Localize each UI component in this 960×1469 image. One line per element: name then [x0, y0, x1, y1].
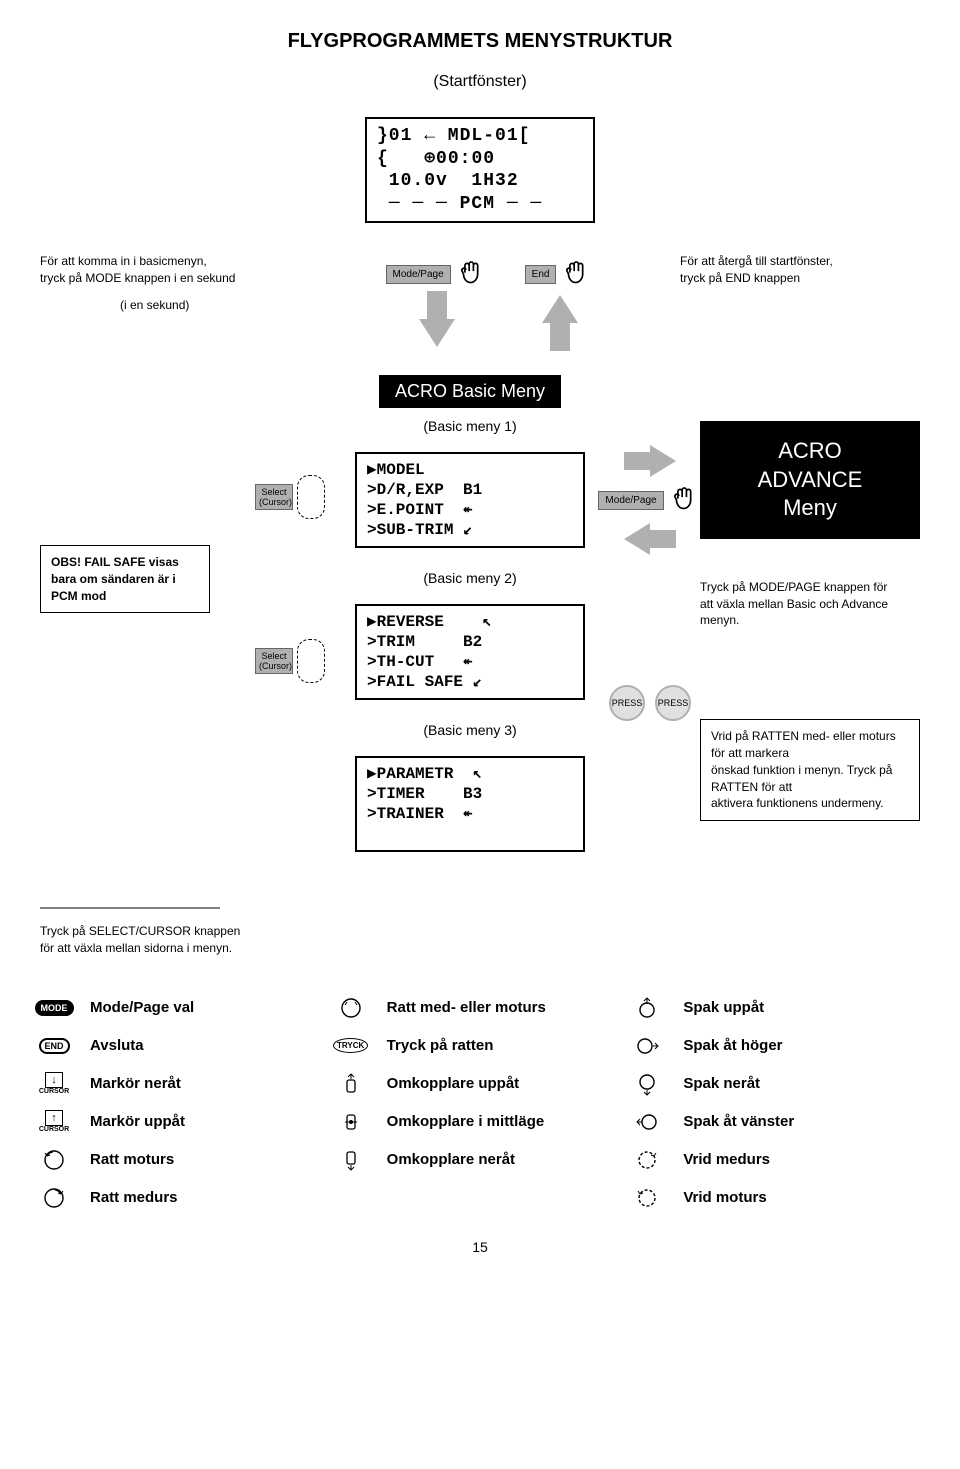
ratten-note: Vrid på RATTEN med- eller moturs för att… [700, 719, 920, 821]
legend-label: Spak uppåt [683, 999, 920, 1016]
legend-label: Spak neråt [683, 1075, 920, 1092]
legend-label: Ratt med- eller moturs [387, 999, 624, 1016]
press-dial-icon: PRESS [655, 685, 691, 721]
dial-ccw-icon [40, 1149, 68, 1171]
legend-grid: MODE Mode/Page val Ratt med- eller motur… [40, 997, 920, 1209]
arrow-down-icon [419, 319, 455, 347]
legend-label: Tryck på ratten [387, 1037, 624, 1054]
rotate-cw-icon [633, 1149, 661, 1171]
mode-page-button[interactable]: Mode/Page [386, 265, 451, 284]
stick-up-icon [633, 997, 661, 1019]
pointer-line-icon [40, 898, 240, 918]
legend-label: Spak åt höger [683, 1037, 920, 1054]
end-icon: END [40, 1035, 68, 1057]
modepage-note: Tryck på MODE/PAGE knappen för att växla… [700, 579, 920, 629]
acro-basic-header: ACRO Basic Meny [379, 375, 561, 408]
switch-down-icon [337, 1149, 365, 1171]
lcd-basic1: ▶MODEL >D/R,EXP B1 >E.POINT ↞ >SUB-TRIM … [355, 452, 585, 548]
legend-label: Omkopplare neråt [387, 1151, 624, 1168]
legend-label: Omkopplare uppåt [387, 1075, 624, 1092]
legend-label: Omkopplare i mittläge [387, 1113, 624, 1130]
mode-icon: MODE [40, 997, 68, 1019]
stick-left-icon [633, 1111, 661, 1133]
press-dial-icon: PRESS [609, 685, 645, 721]
basic2-label: (Basic meny 2) [423, 570, 516, 586]
end-button[interactable]: End [525, 265, 557, 284]
legend-label: Spak åt vänster [683, 1113, 920, 1130]
stick-right-icon [633, 1035, 661, 1057]
arrow-up-icon [542, 295, 578, 323]
return-start-note: För att återgå till startfönster, tryck … [680, 253, 920, 287]
legend-label: Avsluta [90, 1037, 327, 1054]
cursor-up-icon: ↑CURSOR [40, 1111, 68, 1133]
cursor-down-icon: ↓CURSOR [40, 1073, 68, 1095]
cursor-loop-icon [297, 475, 325, 519]
arrow-right-icon [650, 445, 676, 477]
legend-label: Ratt moturs [90, 1151, 327, 1168]
dial-both-icon [337, 997, 365, 1019]
start-window-label: (Startfönster) [433, 73, 526, 91]
legend-label: Ratt medurs [90, 1189, 327, 1206]
switch-up-icon [337, 1073, 365, 1095]
obs-note: OBS! FAIL SAFE visas bara om sändaren är… [40, 545, 210, 613]
legend-label: Markör neråt [90, 1075, 327, 1092]
legend-label: Mode/Page val [90, 999, 327, 1016]
page-number: 15 [40, 1239, 920, 1255]
press-dial-icon: TRYCK [337, 1035, 365, 1057]
mode-page-button[interactable]: Mode/Page [598, 491, 663, 510]
select-cursor-note: Tryck på SELECT/CURSOR knappen för att v… [40, 923, 920, 957]
select-cursor-button[interactable]: Select (Cursor) [255, 484, 293, 510]
acro-advance-header: ACRO ADVANCE Meny [700, 421, 920, 539]
lcd-start: }01 ← MDL-01[ { ⊕00:00 10.0v 1H32 ─ ─ ─ … [365, 117, 595, 223]
hand-icon [455, 257, 489, 291]
page-title: FLYGPROGRAMMETS MENYSTRUKTUR [40, 30, 920, 53]
lcd-basic3: ▶PARAMETR ↖ >TIMER B3 >TRAINER ↞ [355, 756, 585, 852]
basic1-label: (Basic meny 1) [423, 418, 516, 434]
enter-basic-note: För att komma in i basicmenyn, tryck på … [40, 253, 300, 313]
legend-label: Vrid moturs [683, 1189, 920, 1206]
switch-mid-icon [337, 1111, 365, 1133]
basic3-label: (Basic meny 3) [423, 722, 516, 738]
lcd-basic2: ▶REVERSE ↖ >TRIM B2 >TH-CUT ↞ >FAIL SAFE… [355, 604, 585, 700]
legend-label: Markör uppåt [90, 1113, 327, 1130]
stick-down-icon [633, 1073, 661, 1095]
dial-cw-icon [40, 1187, 68, 1209]
arrow-left-icon [624, 523, 650, 555]
cursor-loop-icon [297, 639, 325, 683]
rotate-ccw-icon [633, 1187, 661, 1209]
hand-icon [560, 257, 594, 291]
one-second-label: (i en sekund) [120, 297, 300, 314]
legend-label: Vrid medurs [683, 1151, 920, 1168]
select-cursor-button[interactable]: Select (Cursor) [255, 648, 293, 674]
hand-icon [668, 483, 702, 517]
